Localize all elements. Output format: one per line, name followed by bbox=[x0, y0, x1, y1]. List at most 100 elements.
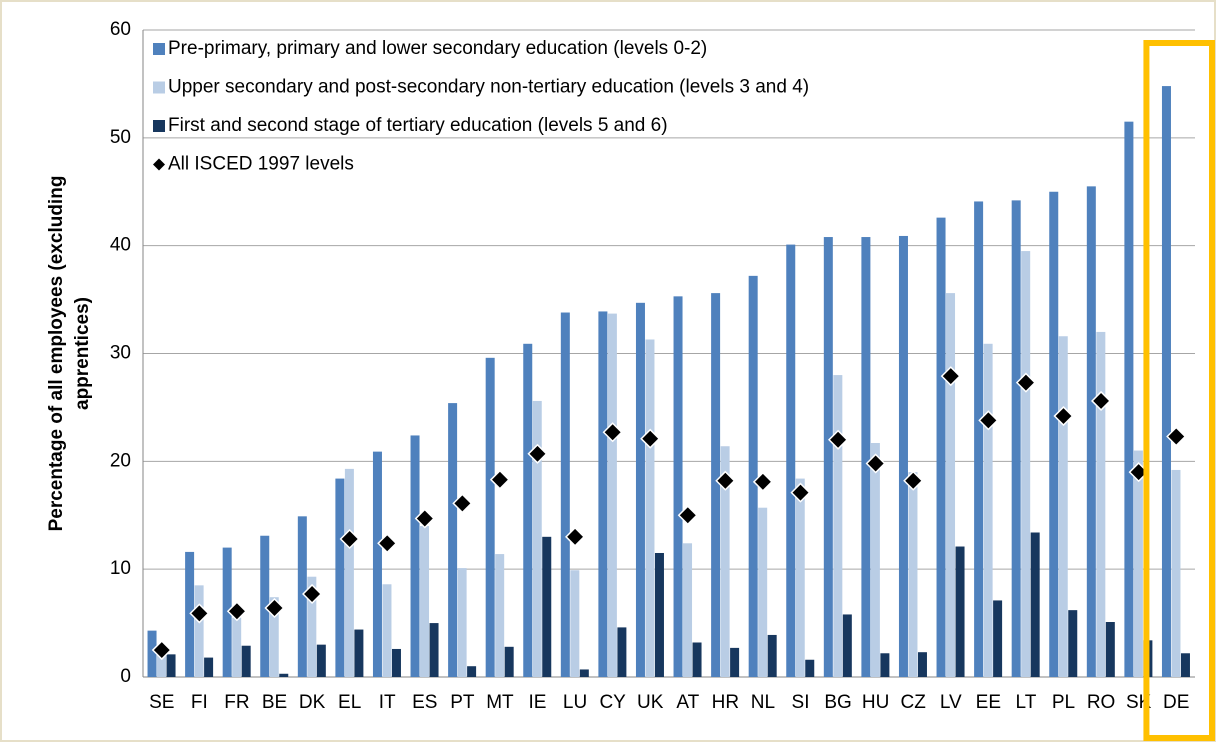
bar bbox=[1030, 532, 1040, 677]
x-tick-label: CZ bbox=[901, 692, 927, 713]
x-tick-label: SE bbox=[149, 692, 174, 713]
bar bbox=[946, 293, 956, 677]
marker bbox=[828, 429, 849, 450]
bar bbox=[823, 237, 833, 678]
bar bbox=[692, 642, 702, 677]
bar bbox=[448, 403, 458, 677]
x-tick-label: IT bbox=[379, 692, 396, 713]
bar bbox=[560, 312, 570, 677]
x-tick-label: PT bbox=[450, 692, 475, 713]
x-tick-label: MT bbox=[486, 692, 514, 713]
y-tick-label: 60 bbox=[110, 19, 131, 40]
marker bbox=[264, 597, 285, 619]
bar bbox=[1096, 331, 1106, 677]
marker bbox=[940, 366, 961, 387]
x-tick-label: BE bbox=[262, 692, 287, 713]
bar bbox=[420, 526, 430, 677]
bar bbox=[993, 600, 1003, 677]
bar bbox=[185, 551, 195, 677]
marker bbox=[151, 639, 172, 661]
bar bbox=[1105, 622, 1115, 677]
bar bbox=[730, 647, 740, 677]
marker bbox=[602, 422, 623, 443]
bar bbox=[1086, 186, 1096, 677]
bar bbox=[335, 478, 345, 677]
bar bbox=[748, 275, 758, 677]
x-tick-label: EE bbox=[976, 692, 1001, 713]
bar bbox=[570, 570, 580, 677]
bar bbox=[260, 535, 270, 677]
bar bbox=[194, 585, 204, 677]
x-tick-label: LT bbox=[1016, 692, 1037, 713]
bar bbox=[485, 357, 495, 677]
y-tick-label: 0 bbox=[120, 666, 131, 687]
marker bbox=[565, 526, 586, 547]
legend-swatch bbox=[153, 158, 165, 171]
y-tick-label: 10 bbox=[110, 558, 131, 579]
legend-swatch bbox=[153, 43, 165, 55]
bar bbox=[974, 201, 984, 677]
y-tick-label: 50 bbox=[110, 127, 131, 148]
marker bbox=[1166, 426, 1187, 447]
x-tick-label: HU bbox=[862, 692, 889, 713]
y-tick-label: 30 bbox=[110, 343, 131, 364]
marker bbox=[339, 528, 360, 550]
marker bbox=[640, 428, 661, 449]
x-tick-label: ES bbox=[412, 692, 437, 713]
marker bbox=[452, 493, 473, 514]
x-tick-label: AT bbox=[676, 692, 699, 713]
bar bbox=[429, 623, 439, 677]
y-tick-label: 20 bbox=[110, 450, 131, 471]
marker bbox=[527, 443, 548, 464]
x-tick-label: UK bbox=[637, 692, 664, 713]
bar bbox=[598, 311, 608, 677]
bar bbox=[936, 217, 946, 677]
bar bbox=[673, 296, 683, 677]
bar bbox=[917, 652, 927, 677]
marker bbox=[1053, 405, 1074, 427]
bar bbox=[683, 543, 693, 677]
bar bbox=[457, 568, 467, 677]
bar bbox=[354, 629, 364, 677]
bar bbox=[467, 666, 477, 677]
bar bbox=[758, 507, 768, 677]
bar bbox=[617, 627, 627, 677]
bar bbox=[204, 657, 214, 677]
y-axis-label: Percentage of all employees (excluding bbox=[46, 176, 67, 532]
x-tick-label: NL bbox=[751, 692, 775, 713]
bar bbox=[767, 634, 777, 677]
x-tick-label: FR bbox=[224, 692, 249, 713]
bar bbox=[983, 343, 993, 677]
bar bbox=[1161, 86, 1171, 677]
bar bbox=[579, 669, 589, 677]
bar bbox=[344, 468, 354, 677]
bar bbox=[372, 451, 382, 677]
bar bbox=[532, 400, 542, 677]
bar bbox=[955, 546, 965, 677]
bar bbox=[316, 644, 326, 677]
bar bbox=[279, 673, 289, 677]
y-axis-label: apprentices) bbox=[72, 297, 93, 410]
marker bbox=[978, 410, 999, 431]
bar bbox=[607, 313, 617, 677]
x-tick-label: FI bbox=[191, 692, 208, 713]
bar bbox=[542, 536, 552, 677]
bar bbox=[495, 554, 505, 677]
bar bbox=[842, 614, 852, 677]
legend-label: Upper secondary and post-secondary non-t… bbox=[168, 77, 809, 98]
x-tick-label: SI bbox=[792, 692, 810, 713]
x-tick-label: LV bbox=[940, 692, 962, 713]
legend-label: Pre-primary, primary and lower secondary… bbox=[168, 38, 707, 59]
bar bbox=[232, 617, 242, 677]
bar bbox=[166, 654, 176, 677]
bar bbox=[654, 552, 664, 677]
marker bbox=[1015, 372, 1036, 393]
x-tick-label: CY bbox=[599, 692, 626, 713]
marker bbox=[790, 482, 811, 503]
x-tick-label: RO bbox=[1087, 692, 1116, 713]
bar bbox=[711, 293, 721, 677]
x-tick-label: DK bbox=[299, 692, 326, 713]
bar bbox=[523, 343, 533, 677]
bar bbox=[307, 576, 317, 677]
